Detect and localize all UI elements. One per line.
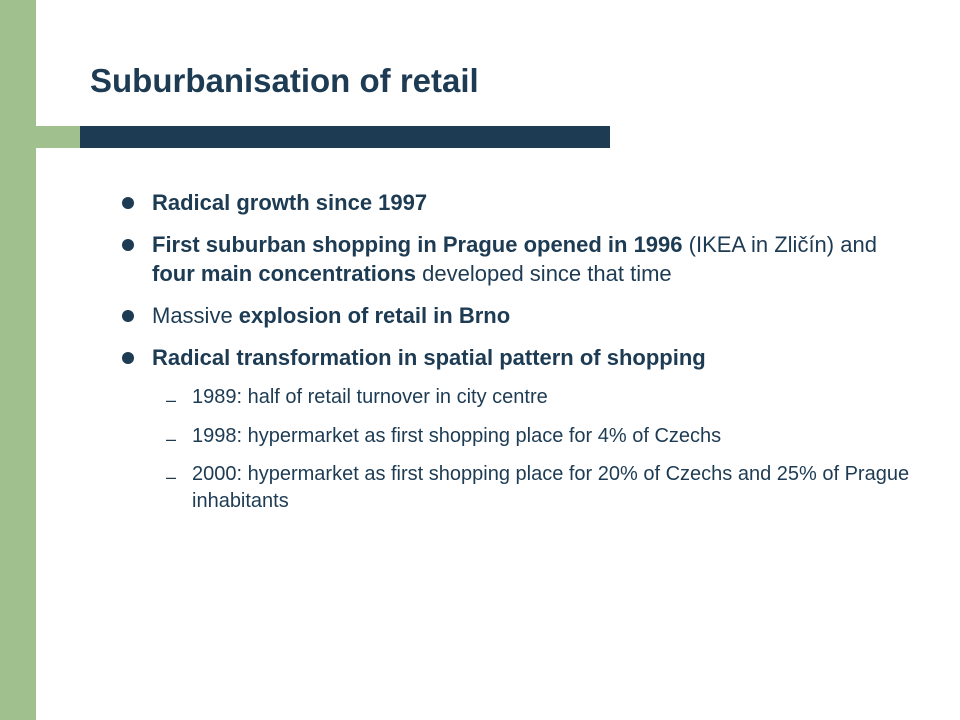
bullet-level1: Radical growth since 1997 [122,188,910,218]
bullet-text: 1989: half of retail turnover in city ce… [192,384,548,411]
slide-content: Suburbanisation of retail Radical growth… [90,62,910,525]
bullet-level2: –1998: hypermarket as first shopping pla… [166,423,910,451]
text-bold: four main concentrations [152,261,422,286]
accent-bar-navy [80,126,610,148]
bullet-text: 1998: hypermarket as first shopping plac… [192,423,721,450]
bullet-dash-icon: – [166,388,174,412]
text-regular: 1989: half of retail turnover in city ce… [192,386,548,408]
text-regular: (IKEA in Zličín) and [689,232,877,257]
title-accent-bar [0,126,610,148]
text-regular: Massive [152,303,239,328]
bullet-dot-icon [122,352,134,364]
text-regular: 2000: hypermarket as first shopping plac… [192,463,909,512]
bullet-list: Radical growth since 1997 First suburban … [122,188,910,515]
bullet-dot-icon [122,239,134,251]
slide-title: Suburbanisation of retail [90,62,910,100]
bullet-level1: First suburban shopping in Prague opened… [122,230,910,289]
left-accent-band [0,0,36,720]
bullet-level2: –1989: half of retail turnover in city c… [166,384,910,412]
bullet-text: Massive explosion of retail in Brno [152,301,510,331]
text-bold: Radical transformation in spatial patter… [152,345,706,370]
bullet-dot-icon [122,197,134,209]
bullet-level1: Massive explosion of retail in Brno [122,301,910,331]
bullet-dash-icon: – [166,465,174,489]
text-bold: Radical growth since 1997 [152,190,427,215]
text-regular: 1998: hypermarket as first shopping plac… [192,425,721,447]
text-bold: explosion of retail in Brno [239,303,510,328]
bullet-level1: Radical transformation in spatial patter… [122,343,910,373]
bullet-dot-icon [122,310,134,322]
bullet-dash-icon: – [166,427,174,451]
bullet-level2: –2000: hypermarket as first shopping pla… [166,461,910,515]
bullet-text: First suburban shopping in Prague opened… [152,230,910,289]
text-regular: developed since that time [422,261,672,286]
text-bold: First suburban shopping in Prague opened… [152,232,689,257]
bullet-text: Radical transformation in spatial patter… [152,343,706,373]
bullet-text: Radical growth since 1997 [152,188,427,218]
bullet-text: 2000: hypermarket as first shopping plac… [192,461,910,515]
